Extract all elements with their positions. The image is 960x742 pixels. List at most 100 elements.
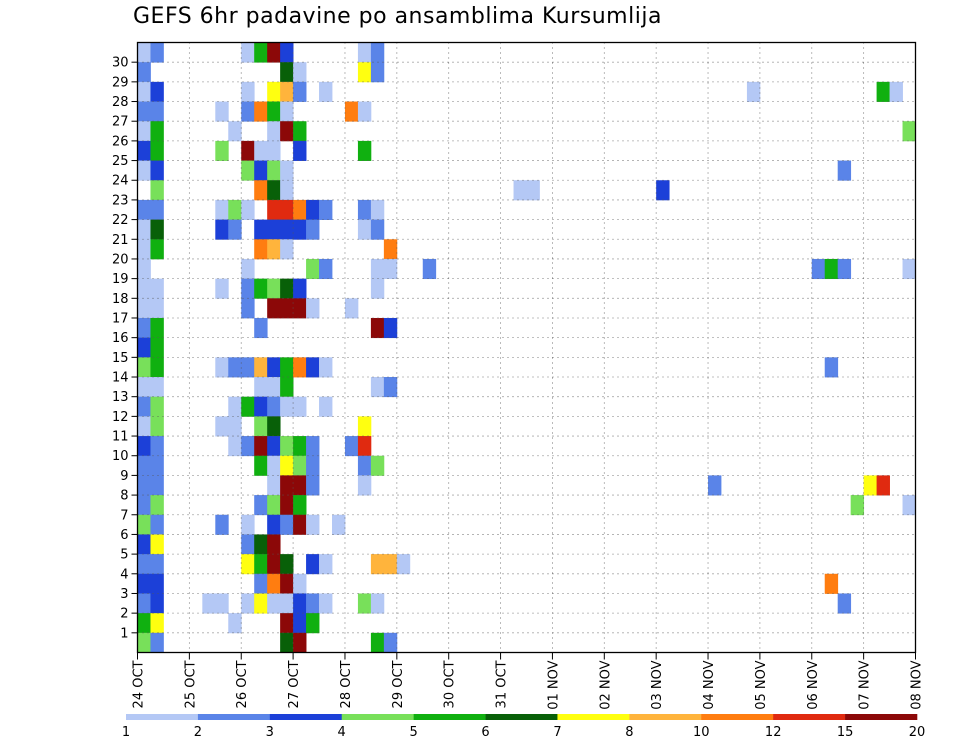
- y-tick-label: 7: [120, 508, 128, 523]
- heatmap-cell: [357, 199, 372, 220]
- y-tick-label: 17: [112, 311, 129, 326]
- heatmap-cell: [293, 573, 307, 594]
- heatmap-cell: [150, 219, 164, 240]
- heatmap-cell: [137, 101, 151, 122]
- y-tick-label: 13: [112, 390, 129, 405]
- colorbar-swatch: [701, 714, 774, 720]
- heatmap-cell: [150, 495, 164, 516]
- heatmap-cell: [902, 495, 916, 516]
- heatmap-cell: [280, 554, 294, 575]
- y-tick-label: 18: [112, 292, 129, 307]
- heatmap-cell: [267, 278, 281, 299]
- heatmap-cell: [150, 593, 164, 614]
- heatmap-cell: [370, 199, 385, 220]
- colorbar-swatch: [126, 714, 199, 720]
- heatmap-cell: [150, 180, 164, 201]
- heatmap-cell: [150, 357, 164, 378]
- chart-title: GEFS 6hr padavine po ansamblima Kursumli…: [133, 4, 662, 29]
- heatmap-cell: [137, 357, 151, 378]
- heatmap-cell: [344, 436, 359, 457]
- heatmap-cell: [280, 632, 294, 653]
- heatmap-cell: [383, 632, 398, 653]
- heatmap-cell: [254, 554, 268, 575]
- heatmap-cell: [863, 475, 877, 496]
- heatmap-cell: [824, 357, 839, 378]
- heatmap-cell: [241, 278, 255, 299]
- heatmap-cell: [228, 613, 242, 634]
- heatmap-cell: [280, 298, 294, 319]
- heatmap-cell: [215, 278, 229, 299]
- heatmap-cell: [150, 298, 164, 319]
- heatmap-cell: [267, 416, 281, 437]
- heatmap-cell: [293, 298, 307, 319]
- heatmap-cell: [137, 278, 151, 299]
- heatmap-cell: [137, 199, 151, 220]
- heatmap-cell: [254, 573, 268, 594]
- plot-frame: [136, 41, 917, 654]
- heatmap-cell: [293, 514, 307, 535]
- heatmap-cell: [254, 317, 268, 339]
- heatmap-cell: [267, 357, 281, 378]
- heatmap-cell: [137, 514, 151, 535]
- heatmap-cell: [228, 357, 242, 378]
- heatmap-cell: [267, 298, 281, 319]
- heatmap-cell: [280, 81, 294, 102]
- y-tick-label: 15: [112, 351, 129, 366]
- heatmap-cell: [150, 101, 164, 122]
- y-tick-label: 27: [112, 115, 129, 130]
- x-tick-label: 24 OCT: [132, 660, 147, 708]
- heatmap-cell: [319, 258, 333, 280]
- heatmap-cell: [137, 534, 151, 555]
- heatmap-cell: [370, 593, 385, 614]
- y-tick-label: 3: [120, 587, 128, 602]
- heatmap-cell: [344, 298, 359, 319]
- heatmap-cell: [241, 101, 255, 122]
- heatmap-cell: [280, 593, 294, 614]
- heatmap-cell: [357, 475, 372, 496]
- heatmap-cell: [254, 357, 268, 378]
- heatmap-cell: [357, 42, 372, 63]
- heatmap-cell: [254, 455, 268, 476]
- heatmap-cell: [370, 42, 385, 63]
- heatmap-cell: [293, 199, 307, 220]
- heatmap-cell: [383, 377, 398, 398]
- heatmap-cell: [280, 357, 294, 378]
- heatmap-cell: [150, 199, 164, 220]
- heatmap-cell: [215, 357, 229, 378]
- x-tick-label: 25 OCT: [183, 660, 198, 708]
- heatmap-cell: [241, 514, 255, 535]
- heatmap-cell: [137, 455, 151, 476]
- heatmap-cell: [137, 219, 151, 240]
- heatmap-cell: [280, 613, 294, 634]
- colorbar-label: 12: [765, 725, 782, 740]
- heatmap-cell: [293, 495, 307, 516]
- heatmap-cell: [241, 160, 255, 181]
- heatmap-cell: [137, 554, 151, 575]
- heatmap-cell: [280, 42, 294, 63]
- heatmap-cell: [383, 317, 398, 339]
- y-tick-label: 29: [112, 75, 129, 90]
- heatmap-cell: [228, 436, 242, 457]
- heatmap-cell: [267, 455, 281, 476]
- heatmap-cell: [241, 396, 255, 417]
- heatmap-cell: [383, 258, 398, 280]
- heatmap-cell: [228, 219, 242, 240]
- heatmap-cell: [137, 81, 151, 102]
- heatmap-cell: [137, 436, 151, 457]
- x-tick-label: 26 OCT: [235, 660, 250, 708]
- heatmap-cell: [280, 121, 294, 142]
- y-tick-label: 8: [120, 489, 128, 504]
- heatmap-cell: [319, 199, 333, 220]
- heatmap-cell: [850, 495, 865, 516]
- colorbar-label: 4: [338, 725, 346, 740]
- heatmap-cell: [150, 514, 164, 535]
- heatmap-cell: [215, 101, 229, 122]
- heatmap-cell: [280, 62, 294, 83]
- heatmap-cell: [876, 475, 890, 496]
- heatmap-cell: [280, 495, 294, 516]
- heatmap-cell: [357, 101, 372, 122]
- heatmap-cell: [837, 160, 852, 181]
- colorbar-swatch: [629, 714, 702, 720]
- heatmap-cell: [267, 180, 281, 201]
